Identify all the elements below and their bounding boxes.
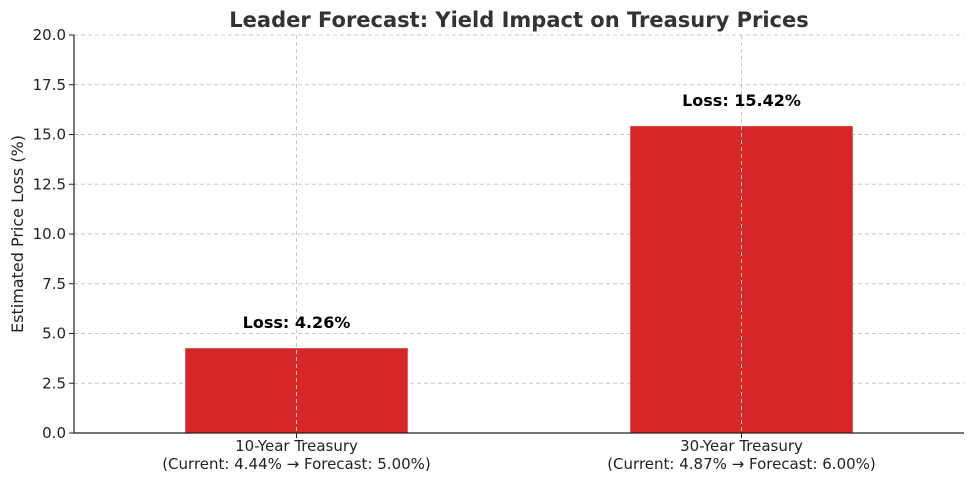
y-tick-label: 2.5 <box>42 374 66 392</box>
y-tick-label: 15.0 <box>33 126 66 144</box>
x-tick-sublabel: (Current: 4.44% → Forecast: 5.00%) <box>162 455 431 473</box>
data-label: Loss: 15.42% <box>682 91 801 110</box>
x-tick-sublabel: (Current: 4.87% → Forecast: 6.00%) <box>607 455 876 473</box>
axes-layer: 0.0 2.5 5.0 7.5 10.0 12.5 15.0 17.5 20.0 <box>33 26 964 442</box>
data-label: Loss: 4.26% <box>243 313 351 332</box>
labels-layer: 10-Year Treasury(Current: 4.44% → Foreca… <box>162 91 876 473</box>
y-tick-label: 10.0 <box>33 225 66 243</box>
y-tick-label: 5.0 <box>42 325 66 343</box>
x-tick-label: 30-Year Treasury <box>680 437 803 455</box>
x-tick-label: 10-Year Treasury <box>235 437 358 455</box>
y-tick-label: 0.0 <box>42 424 66 442</box>
vertical-grid-layer <box>296 35 742 433</box>
y-tick-label: 20.0 <box>33 26 66 44</box>
chart-title: Leader Forecast: Yield Impact on Treasur… <box>229 8 808 32</box>
bar <box>185 348 408 433</box>
y-tick-label: 7.5 <box>42 275 66 293</box>
y-tick-label: 17.5 <box>33 76 66 94</box>
y-axis-label: Estimated Price Loss (%) <box>8 135 27 333</box>
y-tick-label: 12.5 <box>33 175 66 193</box>
bars-layer <box>185 126 853 433</box>
